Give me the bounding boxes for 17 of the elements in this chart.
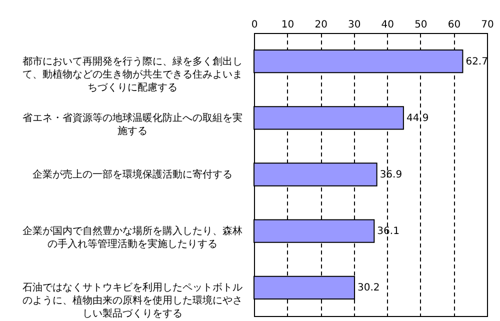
data-label: 62.7: [466, 56, 488, 68]
x-tick-label: 60: [448, 20, 461, 30]
data-label: 36.1: [377, 226, 400, 238]
y-tick-label: 石油ではなくサトウキビを利用したペットボトルのように、植物由来の原料を使用した環境にやさしい製品づくりをする: [22, 282, 242, 320]
y-tick-label: 都市において再開発を行う際に、緑を多く創出して、動植物などの生き物が共生できる住みよいまちづくりに配慮する: [22, 55, 242, 94]
x-tick-label: 20: [314, 20, 328, 30]
y-tick-label: 企業が国内で自然豊かな場所を購入したり、森林の手入れ等管理活動を実施したりする: [22, 225, 242, 250]
x-tick-label: 0: [251, 20, 258, 30]
x-tick-label: 10: [281, 20, 294, 30]
x-tick-label: 70: [481, 20, 494, 30]
data-label: 44.9: [406, 112, 429, 124]
y-tick-label: 企業が売上の一部を環境保護活動に寄付する: [32, 168, 232, 180]
x-tick-label: 30: [348, 20, 361, 30]
x-tick-label: 40: [381, 20, 394, 30]
x-tick-label: 50: [414, 20, 428, 30]
y-tick-label: 省エネ・省資源等の地球温暖化防止への取組を実施する: [22, 112, 242, 137]
data-label: 30.2: [358, 282, 380, 294]
